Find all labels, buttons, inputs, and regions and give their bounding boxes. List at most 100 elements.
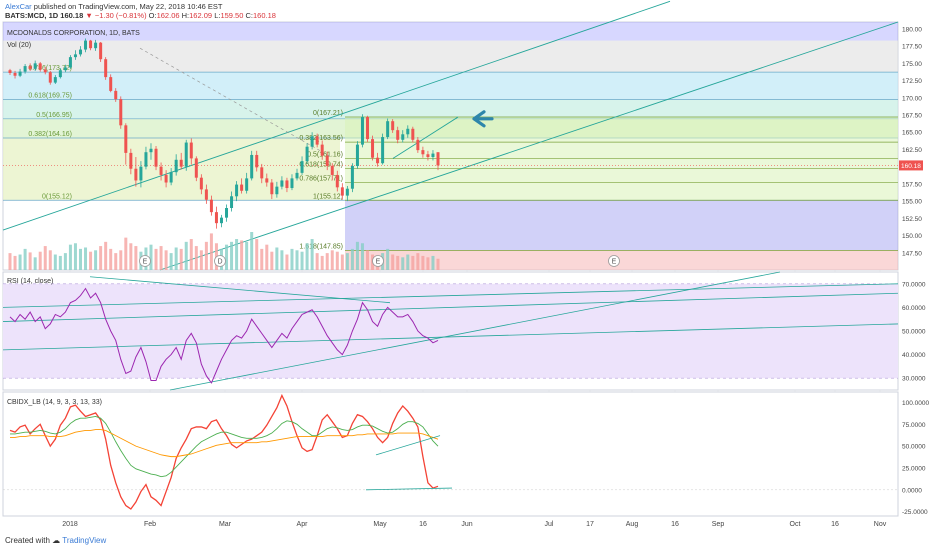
candle-body bbox=[159, 166, 163, 175]
price-axis-tick: 157.50 bbox=[902, 181, 922, 188]
candle-body bbox=[305, 146, 309, 162]
volume-bar bbox=[345, 253, 349, 270]
candle-body bbox=[225, 208, 229, 218]
volume-bar bbox=[204, 241, 208, 270]
chart-header: AlexCar published on TradingView.com, Ma… bbox=[0, 0, 932, 22]
x-axis-label: May bbox=[373, 521, 387, 528]
volume-bar bbox=[230, 241, 234, 270]
rsi-axis-tick: 30.0000 bbox=[902, 376, 926, 383]
x-axis-label: Apr bbox=[297, 521, 309, 528]
volume-bar bbox=[33, 257, 37, 270]
volume-bar bbox=[391, 254, 395, 270]
candle-body bbox=[219, 217, 223, 224]
candle-body bbox=[245, 178, 249, 191]
volume-bar bbox=[310, 239, 314, 270]
candle-body bbox=[345, 188, 349, 196]
candle-body bbox=[255, 154, 259, 168]
cbidx-fast-ma-line bbox=[10, 415, 439, 478]
trend-line bbox=[392, 116, 459, 159]
candle-body bbox=[320, 144, 324, 156]
fib2-level-label: 0.5(161.16) bbox=[307, 152, 343, 159]
volume-bar bbox=[63, 253, 67, 270]
candle-body bbox=[396, 130, 400, 140]
volume-bar bbox=[255, 239, 259, 270]
volume-bar bbox=[270, 251, 274, 270]
candle-body bbox=[189, 142, 193, 159]
x-axis-label: Mar bbox=[219, 521, 232, 528]
tradingview-logo-icon: ☁ bbox=[52, 536, 61, 545]
volume-label: Vol (20) bbox=[7, 42, 31, 49]
volume-bar bbox=[84, 247, 88, 270]
tradingview-brand[interactable]: TradingView bbox=[62, 536, 107, 545]
candle-body bbox=[376, 157, 380, 164]
price-pane-title: MCDONALDS CORPORATION, 1D, BATS bbox=[7, 30, 140, 37]
rsi-line bbox=[9, 287, 439, 384]
candle-body bbox=[33, 63, 37, 69]
volume-bar bbox=[94, 250, 98, 270]
dashed-trend-line bbox=[139, 47, 331, 157]
candle-body bbox=[144, 152, 148, 167]
candle-body bbox=[174, 159, 178, 173]
price-axis-tick: 180.00 bbox=[902, 26, 922, 33]
volume-bar bbox=[134, 246, 138, 270]
volume-bar bbox=[28, 252, 32, 270]
x-axis-label: 16 bbox=[831, 521, 839, 528]
candle-body bbox=[431, 153, 435, 158]
volume-bar bbox=[73, 243, 77, 270]
event-marker-icon bbox=[372, 255, 384, 267]
volume-bar bbox=[89, 251, 93, 270]
rsi-band bbox=[3, 283, 898, 379]
candle-body bbox=[124, 125, 128, 153]
x-axis-label: Jun bbox=[461, 521, 472, 528]
candle-body bbox=[426, 154, 430, 158]
rsi-axis-tick: 40.0000 bbox=[902, 352, 926, 359]
volume-bar bbox=[194, 246, 198, 270]
candle-body bbox=[270, 182, 274, 195]
volume-bar bbox=[401, 257, 405, 270]
fib2-level-label: 0.786(157.71) bbox=[299, 175, 343, 182]
left-arrow-icon bbox=[472, 110, 494, 128]
cbidx-pane[interactable]: CBIDX_LB (14, 9, 3, 3, 13, 33) 100.0000 75… bbox=[2, 391, 929, 517]
candle-body bbox=[134, 168, 138, 181]
volume-bar bbox=[43, 246, 47, 270]
volume-bar bbox=[290, 248, 294, 270]
candle-body bbox=[214, 212, 218, 224]
volume-bar bbox=[340, 254, 344, 270]
candle-body bbox=[99, 42, 103, 60]
symbol-label: BATS:MCD, 1D bbox=[5, 11, 59, 20]
rsi-pane[interactable]: RSI (14, close) 70.0000 60.0000 50.0000 40.0… bbox=[2, 271, 926, 391]
candle-body bbox=[73, 54, 77, 58]
price-axis-tick: 165.00 bbox=[902, 130, 922, 137]
fib-level-label: 0(155.12) bbox=[42, 193, 72, 200]
candle-body bbox=[89, 40, 93, 49]
candle-body bbox=[381, 137, 385, 164]
price-pane[interactable]: 0.786(173.72) 0.618(169.75) 0.5(166.95) 0.3… bbox=[2, 0, 923, 271]
candle-body bbox=[119, 99, 123, 126]
price-axis-tick: 170.00 bbox=[902, 95, 922, 102]
cbidx-axis-tick: 25.0000 bbox=[902, 465, 926, 472]
candle-body bbox=[315, 136, 319, 145]
candle-body bbox=[154, 148, 158, 167]
volume-bar bbox=[104, 241, 108, 270]
event-marker-label: E bbox=[612, 259, 617, 266]
published-text: published on TradingView.com, May 22, 20… bbox=[33, 2, 223, 11]
candle-body bbox=[94, 42, 98, 49]
candle-body bbox=[194, 158, 198, 178]
event-marker-label: D bbox=[217, 259, 222, 266]
event-marker-label: E bbox=[376, 259, 381, 266]
author-link[interactable]: AlexCar bbox=[5, 2, 32, 11]
volume-bar bbox=[240, 240, 244, 270]
candle-body bbox=[275, 186, 279, 195]
high-label: H: bbox=[181, 11, 190, 20]
fib2-level-label: 0.618(159.74) bbox=[299, 161, 343, 168]
candle-body bbox=[68, 57, 72, 68]
event-marker-icon bbox=[214, 255, 226, 267]
x-axis-label: Aug bbox=[626, 521, 639, 528]
event-marker-label: E bbox=[143, 259, 148, 266]
cbidx-trend-line bbox=[365, 487, 453, 491]
cbidx-axis-tick: 75.0000 bbox=[902, 422, 926, 429]
volume-bar bbox=[360, 243, 364, 270]
volume-bar bbox=[199, 250, 203, 270]
volume-bar bbox=[225, 244, 229, 270]
